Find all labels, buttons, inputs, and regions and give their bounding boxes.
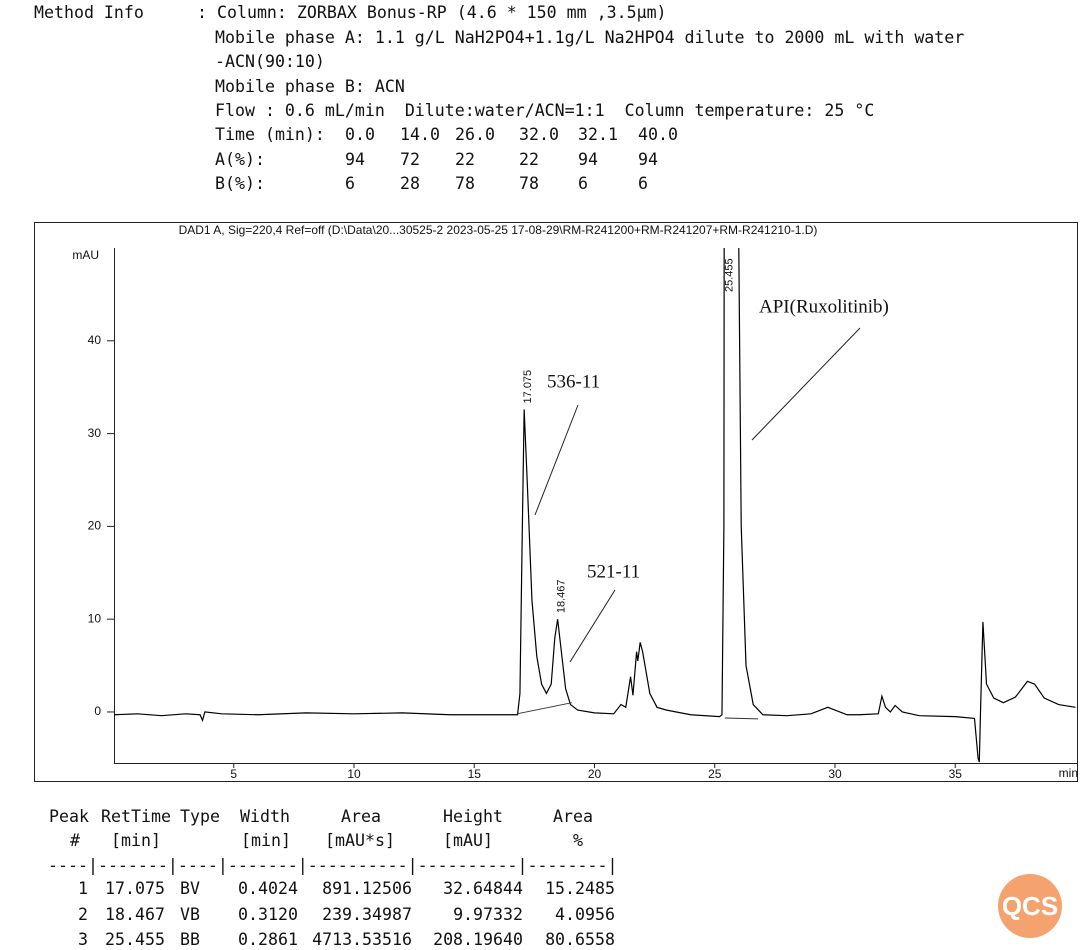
table-separator: ----|-------|----|-------|----------|---…	[48, 856, 618, 875]
x-tick-label: 10	[347, 767, 361, 781]
gradient-label: A(%):	[215, 150, 265, 169]
x-tick-label: 35	[949, 767, 963, 781]
table-cell: 1	[78, 879, 88, 898]
method-line: Mobile phase B: ACN	[215, 76, 405, 96]
gradient-value: 0.0	[345, 125, 375, 144]
table-header: Type	[180, 807, 220, 826]
table-cell: 15.2485	[545, 879, 615, 898]
table-header: #	[70, 831, 80, 850]
gradient-value: 32.1	[578, 125, 618, 144]
gradient-value: 94	[345, 150, 365, 169]
integration-baseline	[516, 702, 572, 715]
method-line: : Column: ZORBAX Bonus-RP (4.6 * 150 mm …	[197, 3, 667, 22]
table-cell: 3	[78, 930, 88, 949]
table-cell: 208.19640	[433, 930, 523, 949]
table-header: [mAU]	[443, 831, 493, 850]
gradient-value: 22	[455, 150, 475, 169]
logo: QCS	[1002, 891, 1058, 921]
table-header: Height	[443, 807, 503, 826]
peak-label: 18.467	[556, 580, 568, 614]
gradient-label: B(%):	[215, 174, 265, 193]
integration-baseline	[724, 717, 759, 720]
table-header: [min]	[111, 831, 161, 850]
annotation-leader	[569, 589, 616, 663]
gradient-value: 72	[400, 150, 420, 169]
table-header: Width	[240, 807, 290, 826]
y-tick-label: 20	[88, 519, 102, 533]
gradient-value: 6	[345, 174, 355, 193]
y-axis-label: mAU	[72, 248, 99, 262]
table-cell: 0.2861	[238, 930, 298, 949]
chart-title: DAD1 A, Sig=220,4 Ref=off (D:\Data\20...…	[179, 223, 818, 237]
annotation: 536-11	[547, 371, 600, 392]
gradient-value: 94	[578, 150, 598, 169]
chart-frame	[34, 222, 1078, 782]
x-tick-label: 5	[230, 767, 237, 781]
gradient-value: 94	[638, 150, 658, 169]
annotation: 521-11	[587, 561, 640, 582]
table-cell: 4713.53516	[312, 930, 412, 949]
method-line: Mobile phase A: 1.1 g/L NaH2PO4+1.1g/L N…	[215, 27, 965, 47]
y-tick-label: 0	[94, 704, 101, 718]
gradient-value: 14.0	[400, 125, 440, 144]
gradient-value: 78	[519, 174, 539, 193]
x-tick-label: 30	[828, 767, 842, 781]
table-cell: BV	[180, 879, 200, 898]
gradient-value: 40.0	[638, 125, 678, 144]
table-cell: 17.075	[105, 879, 165, 898]
annotation: API(Ruxolitinib)	[759, 296, 889, 317]
table-cell: 18.467	[105, 904, 165, 924]
gradient-value: 78	[455, 174, 475, 193]
logo-circle	[998, 874, 1062, 938]
gradient-value: 22	[519, 150, 539, 169]
table-header: RetTime	[101, 807, 171, 826]
table-header: %	[573, 831, 583, 850]
table-cell: BB	[180, 930, 200, 949]
table-header: Peak	[49, 807, 89, 826]
table-header: [min]	[241, 831, 291, 850]
table-header: Area	[341, 807, 381, 826]
y-tick-label: 30	[88, 426, 102, 440]
peak-label: 25.455	[724, 258, 736, 292]
gradient-value: 6	[578, 174, 588, 193]
gradient-value: 6	[638, 174, 648, 193]
table-cell: 0.4024	[238, 879, 298, 898]
annotation-leader	[751, 327, 861, 441]
gradient-value: 26.0	[455, 125, 495, 144]
table-cell: 9.97332	[453, 904, 523, 924]
table-cell: 0.3120	[238, 904, 298, 924]
x-axis-label: min	[1059, 766, 1078, 780]
gradient-value: 28	[400, 174, 420, 193]
y-tick-label: 10	[88, 611, 102, 625]
method-label: Method Info	[34, 3, 144, 22]
peak-label: 17.075	[522, 370, 534, 404]
trace	[114, 248, 1076, 763]
plot-area	[114, 248, 1076, 763]
table-cell: 2	[78, 904, 88, 924]
y-tick-label: 40	[88, 333, 102, 347]
table-cell: 25.455	[105, 930, 165, 949]
annotation-leader	[534, 404, 579, 516]
table-cell: 4.0956	[555, 904, 615, 924]
table-cell: 32.64844	[443, 879, 523, 898]
gradient-value: 32.0	[519, 125, 559, 144]
table-cell: VB	[180, 904, 200, 924]
table-cell: 891.12506	[322, 879, 412, 898]
table-header: [mAU*s]	[325, 831, 395, 850]
gradient-label: Time (min):	[215, 125, 325, 144]
method-line: -ACN(90:10)	[215, 52, 325, 72]
x-tick-label: 20	[588, 767, 602, 781]
table-header: Area	[553, 807, 593, 826]
table-cell: 80.6558	[545, 930, 615, 949]
x-tick-label: 25	[708, 767, 722, 781]
method-line: Flow : 0.6 mL/min Dilute:water/ACN=1:1 C…	[215, 101, 875, 121]
table-cell: 239.34987	[322, 904, 412, 924]
x-tick-label: 15	[468, 767, 482, 781]
